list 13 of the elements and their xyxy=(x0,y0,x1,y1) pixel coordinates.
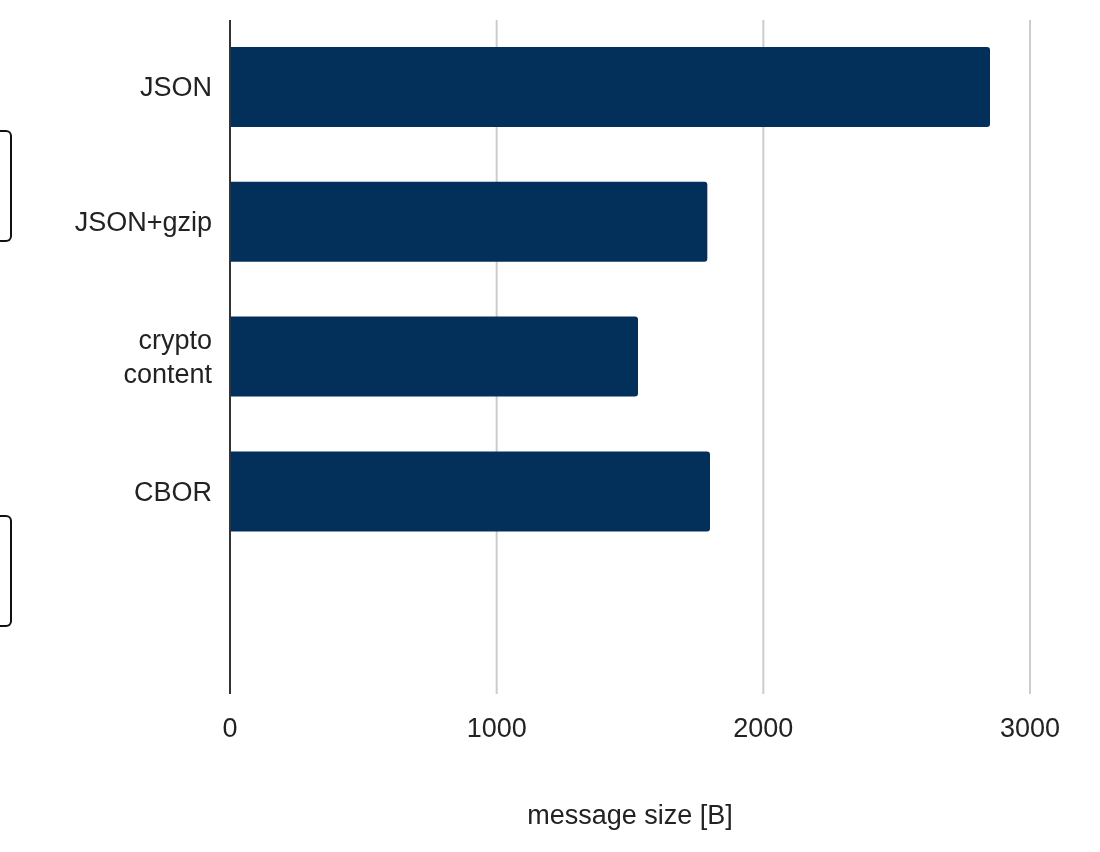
bar xyxy=(230,47,990,127)
bar xyxy=(230,181,708,262)
y-tick-label: JSON+gzip xyxy=(74,207,212,238)
bar xyxy=(230,316,638,397)
x-axis-title: message size [B] xyxy=(527,800,733,830)
bar xyxy=(230,451,710,532)
x-tick-label: 1000 xyxy=(466,713,527,744)
x-tick-label: 2000 xyxy=(733,713,794,744)
y-tick-label: crypto content xyxy=(123,325,213,389)
y-tick-label: JSON xyxy=(139,72,212,103)
x-tick-label: 0 xyxy=(222,713,238,744)
y-tick-label: CBOR xyxy=(133,476,212,507)
x-tick-label: 3000 xyxy=(999,713,1061,744)
